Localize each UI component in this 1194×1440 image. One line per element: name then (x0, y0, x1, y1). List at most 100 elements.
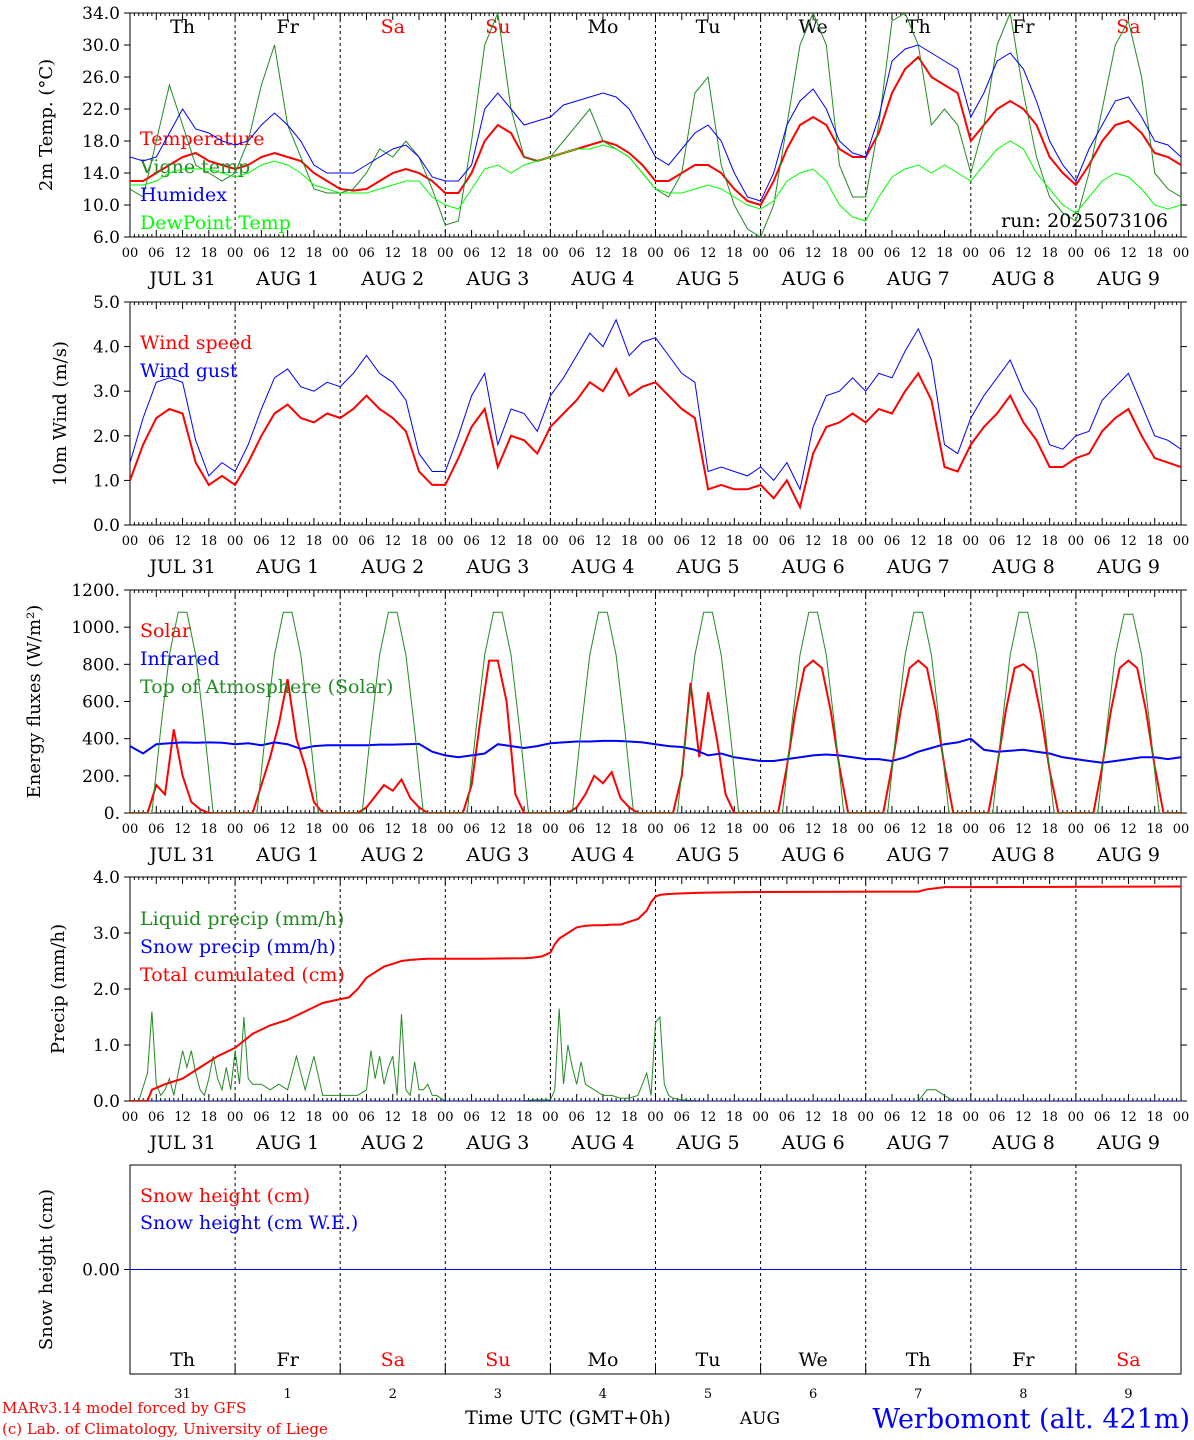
hour-label: 00 (122, 534, 139, 549)
day-number: 2 (389, 1387, 397, 1402)
date-label: AUG 4 (570, 268, 634, 290)
hour-label: 00 (437, 534, 454, 549)
hour-label: 12 (279, 822, 296, 837)
date-label: AUG 7 (886, 1132, 950, 1154)
day-abbr: Mo (587, 16, 618, 38)
hour-label: 18 (726, 534, 743, 549)
y-tick-label: 4.0 (93, 868, 120, 888)
hour-label: 18 (621, 822, 638, 837)
hour-label: 00 (1068, 246, 1085, 261)
y-tick-label: 26.0 (82, 68, 120, 88)
y-tick-label: 18.0 (82, 132, 120, 152)
hour-label: 00 (332, 1110, 349, 1125)
date-label: AUG 7 (886, 844, 950, 866)
date-label: AUG 5 (676, 844, 740, 866)
day-abbr: Su (485, 1349, 510, 1371)
date-label: AUG 5 (676, 1132, 740, 1154)
hour-label: 06 (674, 246, 691, 261)
date-label: AUG 7 (886, 268, 950, 290)
hour-label: 18 (1146, 246, 1163, 261)
y-tick-label: 10.0 (82, 196, 120, 216)
y-tick-label: 1.0 (93, 471, 120, 491)
panel-3: 00 06 12 18 00 06 12 18 00 06 12 18 00 06 12 18 00 06 12 18… (24, 581, 1189, 866)
legend-entry: Vigne temp (139, 156, 250, 178)
day-abbr: Th (906, 1349, 931, 1371)
legend-entry: Snow height (cm W.E.) (140, 1212, 358, 1234)
hour-label: 00 (122, 246, 139, 261)
legend-entry: Snow height (cm) (140, 1185, 310, 1207)
hour-label: 06 (253, 534, 270, 549)
hour-label: 18 (621, 1110, 638, 1125)
date-label: AUG 3 (465, 268, 529, 290)
hour-label: 18 (516, 822, 533, 837)
date-label: AUG 3 (465, 844, 529, 866)
hour-label: 18 (621, 246, 638, 261)
y-tick-label: 800. (82, 655, 120, 675)
y-tick-label: 5.0 (93, 293, 120, 313)
y-tick-label: 400. (82, 730, 120, 750)
hour-label: 00 (122, 822, 139, 837)
hour-label: 12 (910, 1110, 927, 1125)
series-line-infrared (130, 737, 1181, 764)
day-number: 9 (1124, 1387, 1132, 1402)
hour-label: 18 (831, 1110, 848, 1125)
hour-label: 18 (1041, 822, 1058, 837)
hour-label: 12 (700, 534, 717, 549)
hour-label: 12 (384, 822, 401, 837)
hour-label: 06 (1094, 822, 1111, 837)
hour-label: 18 (201, 1110, 218, 1125)
y-axis-label: 10m Wind (m/s) (50, 341, 71, 486)
hour-label: 18 (411, 1110, 428, 1125)
hour-label: 00 (332, 822, 349, 837)
day-abbr: Th (170, 1349, 195, 1371)
hour-label: 12 (700, 822, 717, 837)
day-abbr: Sa (1116, 1349, 1140, 1371)
hour-label: 12 (1015, 534, 1032, 549)
time-axis-label: Time UTC (GMT+0h) (465, 1407, 671, 1429)
hour-label: 00 (647, 534, 664, 549)
hour-label: 18 (516, 246, 533, 261)
date-label: AUG 1 (255, 268, 319, 290)
y-tick-label: 1000. (71, 618, 120, 638)
hour-label: 00 (752, 246, 769, 261)
hour-label: 06 (989, 246, 1006, 261)
hour-label: 18 (1146, 822, 1163, 837)
hour-label: 12 (490, 822, 507, 837)
y-tick-label: 0. (104, 804, 120, 824)
hour-label: 06 (568, 246, 585, 261)
y-tick-label: 600. (82, 693, 120, 713)
y-tick-label: 3.0 (93, 382, 120, 402)
hour-label: 12 (1015, 246, 1032, 261)
legend-entry: Liquid precip (mm/h) (140, 908, 344, 930)
hour-label: 06 (358, 822, 375, 837)
hour-label: 18 (1146, 1110, 1163, 1125)
hour-label: 18 (1041, 246, 1058, 261)
date-label: AUG 4 (570, 556, 634, 578)
hour-label: 12 (910, 822, 927, 837)
series-line-dewpoint-temp (130, 140, 1181, 222)
hour-label: 06 (884, 246, 901, 261)
hour-label: 18 (726, 246, 743, 261)
hour-label: 12 (279, 534, 296, 549)
hour-label: 18 (726, 822, 743, 837)
copyright-credit: (c) Lab. of Climatology, University of L… (2, 1420, 328, 1438)
day-number: 7 (914, 1387, 922, 1402)
hour-label: 00 (752, 822, 769, 837)
date-label: JUL 31 (147, 1132, 215, 1154)
legend-entry: Total cumulated (cm) (140, 964, 345, 986)
panel-2: 00 06 12 18 00 06 12 18 00 06 12 18 00 06 12 18 00 06 12 18… (50, 293, 1189, 578)
date-label: AUG 8 (991, 844, 1055, 866)
hour-label: 06 (148, 534, 165, 549)
date-label: AUG 9 (1096, 844, 1160, 866)
hour-label: 06 (568, 534, 585, 549)
hour-label: 00 (542, 822, 559, 837)
hour-label: 00 (332, 534, 349, 549)
hour-label: 06 (253, 822, 270, 837)
hour-label: 06 (779, 822, 796, 837)
hour-label: 06 (253, 1110, 270, 1125)
panel-5: Th 31 Fr 1 Sa 2 Su 3 Mo 4 Tu 5 We 6 Th 7 Fr 8 Sa 9 0.00 Snow … (36, 1164, 1187, 1402)
hour-label: 00 (963, 1110, 980, 1125)
hour-label: 06 (568, 822, 585, 837)
hour-label: 06 (463, 822, 480, 837)
hour-label: 00 (437, 822, 454, 837)
